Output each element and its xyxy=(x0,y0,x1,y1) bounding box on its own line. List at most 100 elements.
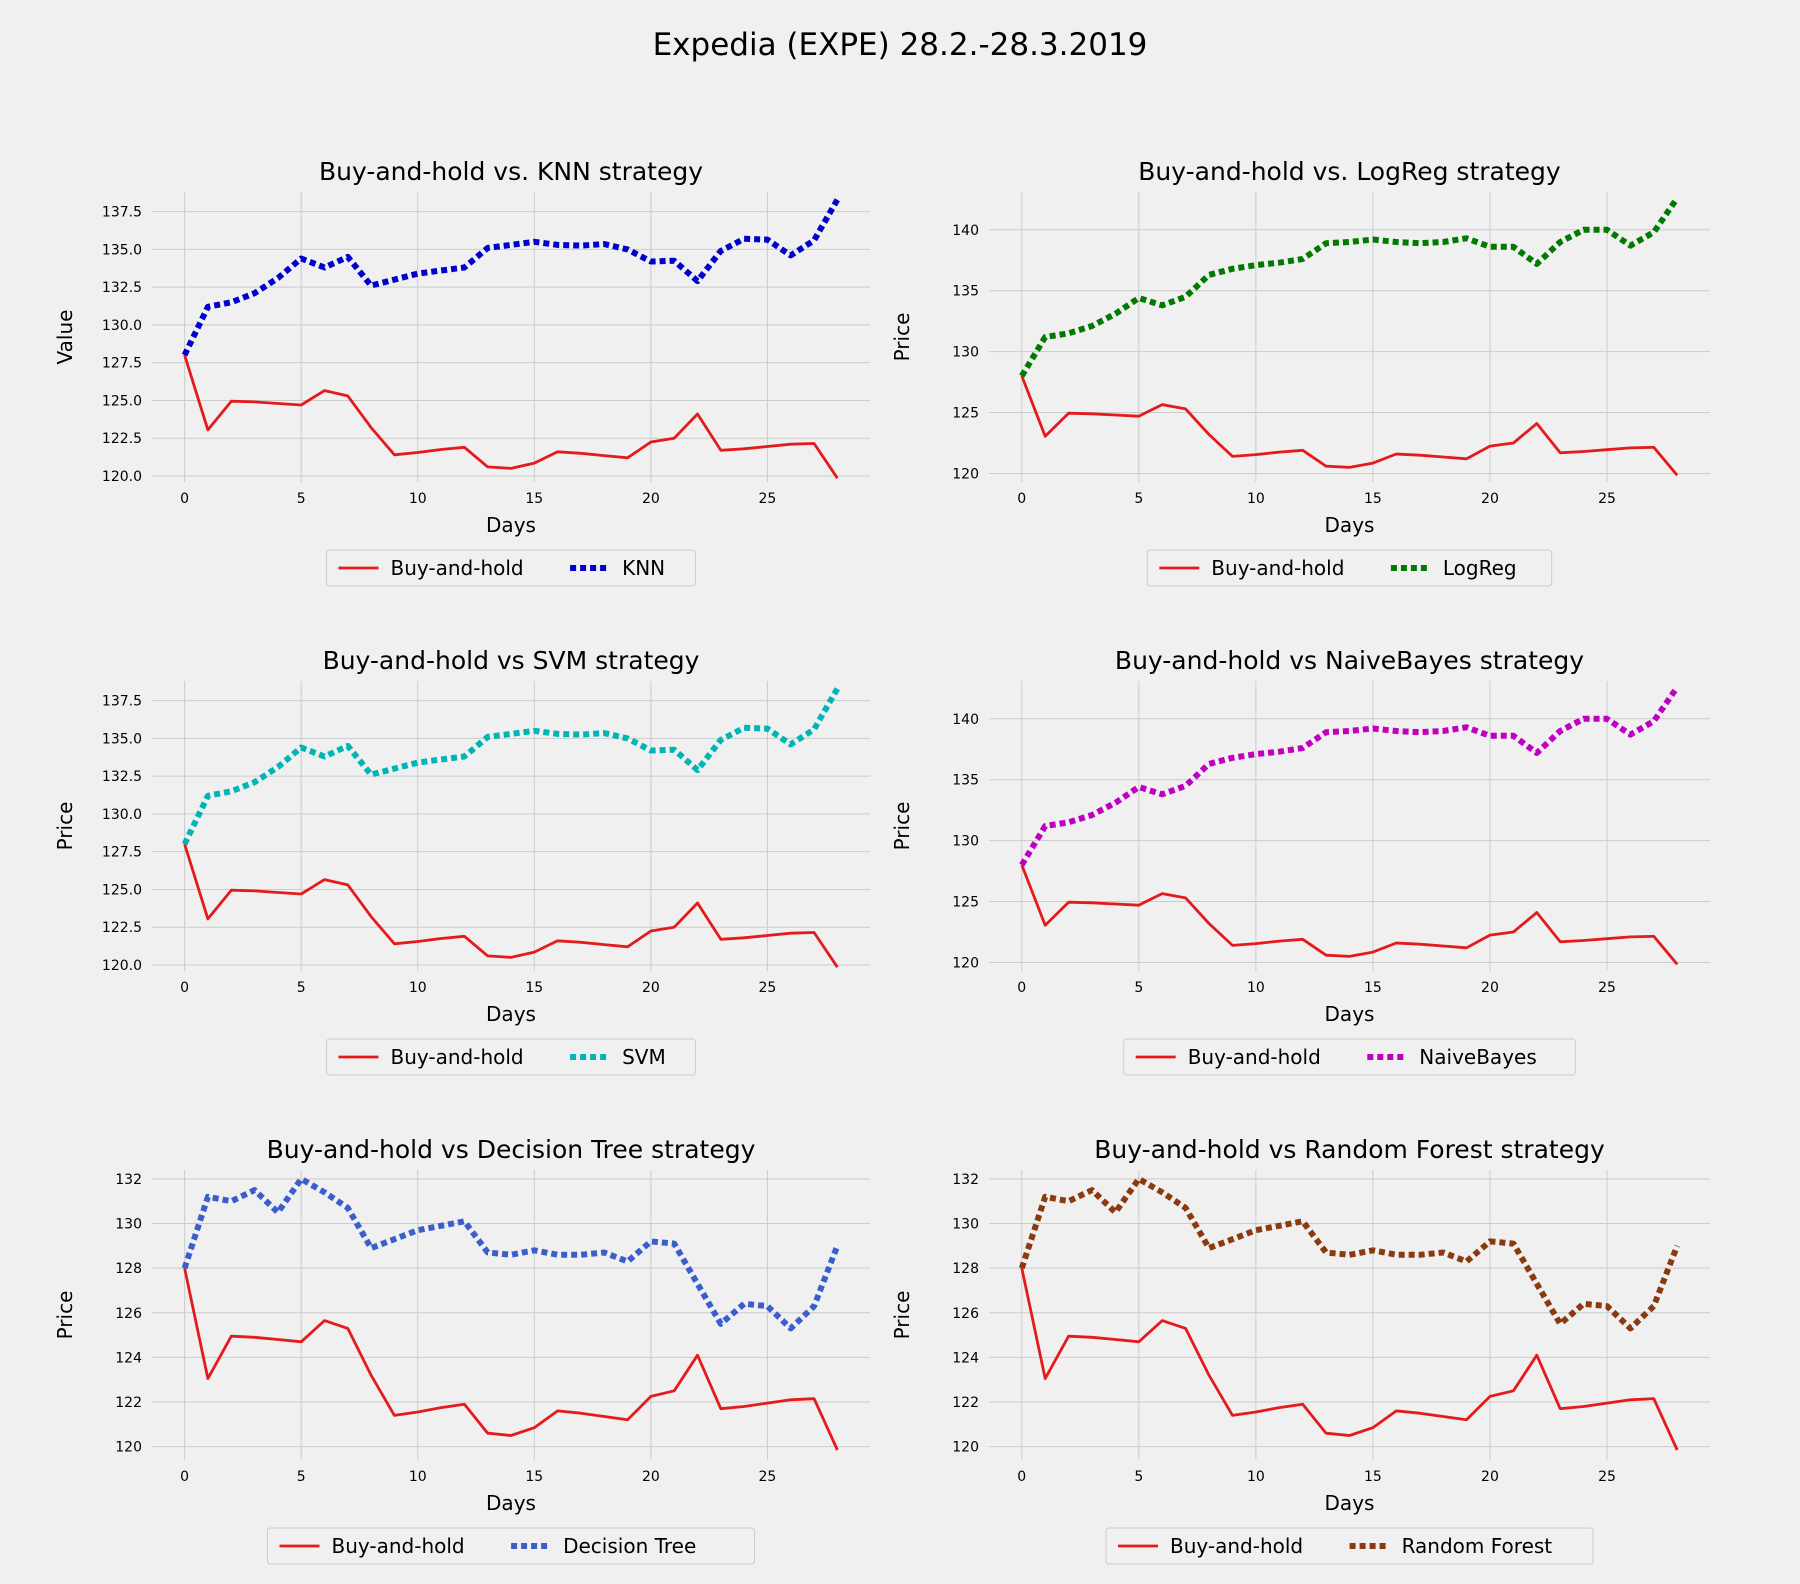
y-tick-label: 130.0 xyxy=(102,318,142,334)
x-axis-label: Days xyxy=(486,513,536,537)
y-tick-label: 120.0 xyxy=(102,958,142,974)
y-tick-label: 122 xyxy=(952,1395,979,1411)
series-line-random-forest xyxy=(1018,1175,1680,1332)
y-tick-label: 135.0 xyxy=(102,731,142,747)
x-axis-label: Days xyxy=(1325,513,1375,537)
subplot-title: Buy-and-hold vs NaiveBayes strategy xyxy=(1115,646,1584,675)
y-tick-label: 132 xyxy=(952,1172,979,1188)
y-tick-label: 124 xyxy=(952,1350,979,1366)
series-line-buy-and-hold xyxy=(1020,375,1679,477)
x-tick-label: 10 xyxy=(1247,1469,1265,1485)
x-tick-label: 5 xyxy=(1134,491,1143,507)
x-tick-label: 15 xyxy=(1364,1469,1382,1485)
subplot-1: 0 5 10 15 20 25 120.0 122.5 125.0 127.5 130.0 132.5… xyxy=(53,157,870,587)
x-tick-label: 15 xyxy=(1364,491,1382,507)
subplot-title: Buy-and-hold vs. LogReg strategy xyxy=(1138,157,1561,186)
y-tick-label: 127.5 xyxy=(102,845,142,861)
x-tick-label: 5 xyxy=(297,491,306,507)
legend-label: Buy-and-hold xyxy=(391,1045,524,1069)
y-tick-label: 125.0 xyxy=(102,393,142,409)
legend-box xyxy=(1146,549,1553,587)
x-tick-label: 5 xyxy=(1134,980,1143,996)
x-tick-label: 20 xyxy=(642,1469,660,1485)
y-tick-label: 126 xyxy=(952,1306,979,1322)
series-line-knn xyxy=(181,198,841,357)
y-tick-label: 128 xyxy=(115,1261,142,1277)
y-tick-label: 137.5 xyxy=(102,205,142,221)
x-tick-label: 25 xyxy=(1598,491,1616,507)
y-axis-label: Price xyxy=(890,313,914,362)
x-tick-label: 0 xyxy=(180,980,189,996)
y-tick-label: 132.5 xyxy=(102,280,142,296)
subplot-3: 0 5 10 15 20 25 120.0 122.5 125.0 127.5 130.0 132.5… xyxy=(53,646,870,1076)
series-line-logreg xyxy=(1019,196,1680,378)
x-tick-label: 10 xyxy=(409,491,427,507)
y-axis-label: Price xyxy=(53,1291,77,1340)
legend: Buy-and-hold NaiveBayes xyxy=(1123,1038,1576,1076)
subplot-title: Buy-and-hold vs. KNN strategy xyxy=(319,157,703,186)
y-tick-label: 122 xyxy=(115,1395,142,1411)
y-tick-label: 120.0 xyxy=(102,469,142,485)
subplot-title: Buy-and-hold vs Random Forest strategy xyxy=(1094,1135,1605,1164)
x-tick-label: 20 xyxy=(1481,491,1499,507)
y-tick-label: 130.0 xyxy=(102,807,142,823)
y-tick-label: 140 xyxy=(952,712,979,728)
x-tick-label: 5 xyxy=(297,980,306,996)
x-tick-label: 15 xyxy=(525,980,543,996)
y-tick-label: 125 xyxy=(952,895,979,911)
series-line-buy-and-hold xyxy=(1020,864,1679,966)
x-tick-label: 25 xyxy=(1598,1469,1616,1485)
subplot-2: 0 5 10 15 20 25 120 125 130 135 140 Buy-and-hold vs… xyxy=(890,157,1710,587)
series-line-naivebayes xyxy=(1019,685,1680,867)
x-tick-label: 10 xyxy=(409,980,427,996)
x-tick-label: 15 xyxy=(525,491,543,507)
x-tick-label: 20 xyxy=(642,980,660,996)
x-tick-label: 20 xyxy=(1481,980,1499,996)
x-tick-label: 10 xyxy=(409,1469,427,1485)
x-axis-label: Days xyxy=(1325,1002,1375,1026)
y-tick-label: 130 xyxy=(115,1217,142,1233)
series-line-buy-and-hold xyxy=(183,843,839,968)
y-tick-label: 132 xyxy=(115,1172,142,1188)
y-axis-label: Price xyxy=(890,1291,914,1340)
legend: Buy-and-hold LogReg xyxy=(1146,549,1553,587)
y-tick-label: 120 xyxy=(115,1440,142,1456)
x-tick-label: 0 xyxy=(180,1469,189,1485)
y-tick-label: 128 xyxy=(952,1261,979,1277)
x-tick-label: 25 xyxy=(759,980,777,996)
legend: Buy-and-hold Random Forest xyxy=(1105,1527,1594,1565)
y-tick-label: 120 xyxy=(952,955,979,971)
figure-title: Expedia (EXPE) 28.2.-28.3.2019 xyxy=(653,27,1148,63)
legend-label: Buy-and-hold xyxy=(1211,556,1344,580)
x-tick-label: 0 xyxy=(180,491,189,507)
legend-box xyxy=(1105,1527,1594,1565)
legend-label: Buy-and-hold xyxy=(391,556,524,580)
y-tick-label: 140 xyxy=(952,223,979,239)
y-axis-label: Price xyxy=(53,802,77,851)
series-line-decision-tree xyxy=(181,1175,841,1332)
subplot-title: Buy-and-hold vs Decision Tree strategy xyxy=(267,1135,756,1164)
x-tick-label: 10 xyxy=(1247,980,1265,996)
x-tick-label: 15 xyxy=(525,1469,543,1485)
subplot-6: 0 5 10 15 20 25 120 122 124 126 128 130 132 Buy-and-h… xyxy=(890,1135,1710,1565)
y-tick-label: 120 xyxy=(952,1440,979,1456)
x-tick-label: 0 xyxy=(1017,491,1026,507)
legend: Buy-and-hold KNN xyxy=(326,549,696,587)
x-axis-label: Days xyxy=(486,1002,536,1026)
x-axis-label: Days xyxy=(1325,1491,1375,1515)
subplot-title: Buy-and-hold vs SVM strategy xyxy=(323,646,700,675)
x-tick-label: 5 xyxy=(1134,1469,1143,1485)
x-tick-label: 20 xyxy=(642,491,660,507)
y-tick-label: 130 xyxy=(952,1217,979,1233)
y-tick-label: 122.5 xyxy=(102,431,142,447)
x-tick-label: 25 xyxy=(1598,980,1616,996)
series-line-buy-and-hold xyxy=(1020,1267,1679,1451)
y-tick-label: 126 xyxy=(115,1306,142,1322)
legend-label: Buy-and-hold xyxy=(332,1534,465,1558)
legend-label: Buy-and-hold xyxy=(1170,1534,1303,1558)
x-tick-label: 10 xyxy=(1247,491,1265,507)
y-tick-label: 135 xyxy=(952,284,979,300)
x-tick-label: 5 xyxy=(297,1469,306,1485)
